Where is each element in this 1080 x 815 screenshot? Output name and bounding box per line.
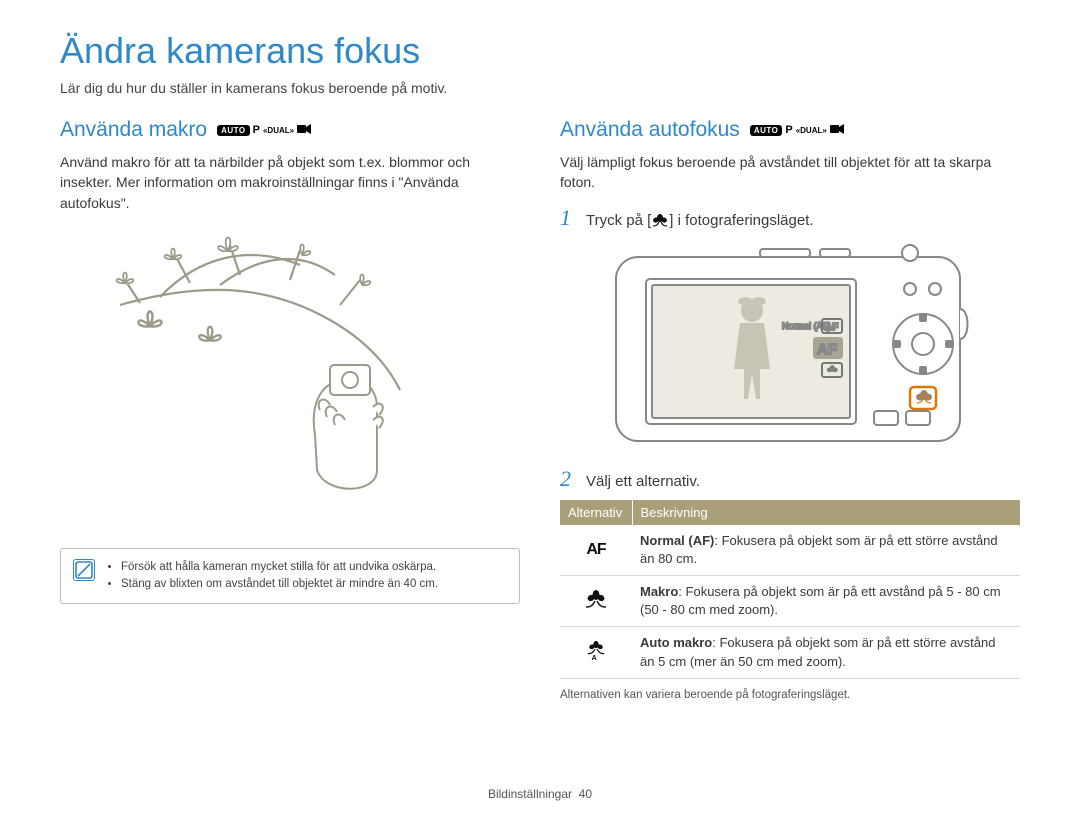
tip-box: Försök att hålla kameran mycket stilla f… — [60, 548, 520, 605]
left-heading: Använda makro — [60, 118, 207, 142]
svg-text:AF: AF — [825, 322, 838, 333]
step-2-text: Välj ett alternativ. — [586, 473, 700, 490]
table-header: Alternativ — [560, 500, 632, 525]
step-1-text: Tryck på [] i fotograferingsläget. — [586, 212, 814, 229]
page-title: Ändra kamerans fokus — [60, 30, 1020, 72]
note-icon — [73, 559, 95, 581]
mode-icons-left: AUTO P «DUAL» — [217, 124, 311, 137]
page-subtitle: Lär dig du hur du ställer in kamerans fo… — [60, 80, 1020, 96]
step-number: 2 — [560, 466, 578, 492]
step-number: 1 — [560, 205, 578, 231]
tip-item: Stäng av blixten om avståndet till objek… — [121, 576, 438, 593]
table-footnote: Alternativen kan variera beroende på fot… — [560, 689, 1020, 701]
macro-flower-icon — [651, 213, 669, 227]
svg-text:A: A — [591, 653, 597, 660]
right-heading: Använda autofokus — [560, 118, 740, 142]
mode-video-icon — [297, 124, 311, 137]
screen-label: Normal (AF) — [782, 321, 831, 331]
tip-item: Försök att hålla kameran mycket stilla f… — [121, 559, 438, 576]
mode-video-icon — [830, 124, 844, 137]
mode-auto-icon: AUTO — [217, 125, 250, 136]
mode-p-icon: P — [785, 124, 792, 136]
macro-illustration — [60, 225, 520, 530]
mode-dual-icon: «DUAL» — [263, 126, 294, 135]
af-icon: AF — [586, 539, 605, 561]
mode-auto-icon: AUTO — [750, 125, 783, 136]
svg-text:AF: AF — [817, 341, 837, 358]
table-header: Beskrivning — [632, 500, 1020, 525]
camera-illustration: Normal (AF) AF AF — [560, 239, 1020, 454]
mode-p-icon: P — [253, 124, 260, 136]
table-row: A Auto makro: Fokusera på objekt som är … — [560, 627, 1020, 678]
page-footer: Bildinställningar 40 — [0, 787, 1080, 801]
options-table: Alternativ Beskrivning AF Normal (AF): F… — [560, 500, 1020, 679]
mode-dual-icon: «DUAL» — [796, 126, 827, 135]
right-body: Välj lämpligt fokus beroende på avstånde… — [560, 152, 1020, 193]
left-column: Använda makro AUTO P «DUAL» Använd makro… — [60, 118, 520, 701]
mode-icons-right: AUTO P «DUAL» — [750, 124, 844, 137]
table-row: Makro: Fokusera på objekt som är på ett … — [560, 575, 1020, 626]
macro-icon — [585, 589, 607, 609]
right-column: Använda autofokus AUTO P «DUAL» Välj läm… — [560, 118, 1020, 701]
auto-macro-icon: A — [585, 640, 607, 660]
left-body: Använd makro för att ta närbilder på obj… — [60, 152, 520, 213]
table-row: AF Normal (AF): Fokusera på objekt som ä… — [560, 525, 1020, 576]
